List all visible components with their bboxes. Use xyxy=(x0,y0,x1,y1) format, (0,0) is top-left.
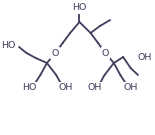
Text: OH: OH xyxy=(123,84,138,92)
Text: OH: OH xyxy=(138,53,152,63)
Text: OH: OH xyxy=(87,84,102,92)
Text: HO: HO xyxy=(22,84,36,92)
Text: OH: OH xyxy=(58,84,73,92)
Text: O: O xyxy=(102,48,109,58)
Text: HO: HO xyxy=(1,40,15,50)
Text: HO: HO xyxy=(72,4,87,13)
Text: O: O xyxy=(52,48,59,58)
